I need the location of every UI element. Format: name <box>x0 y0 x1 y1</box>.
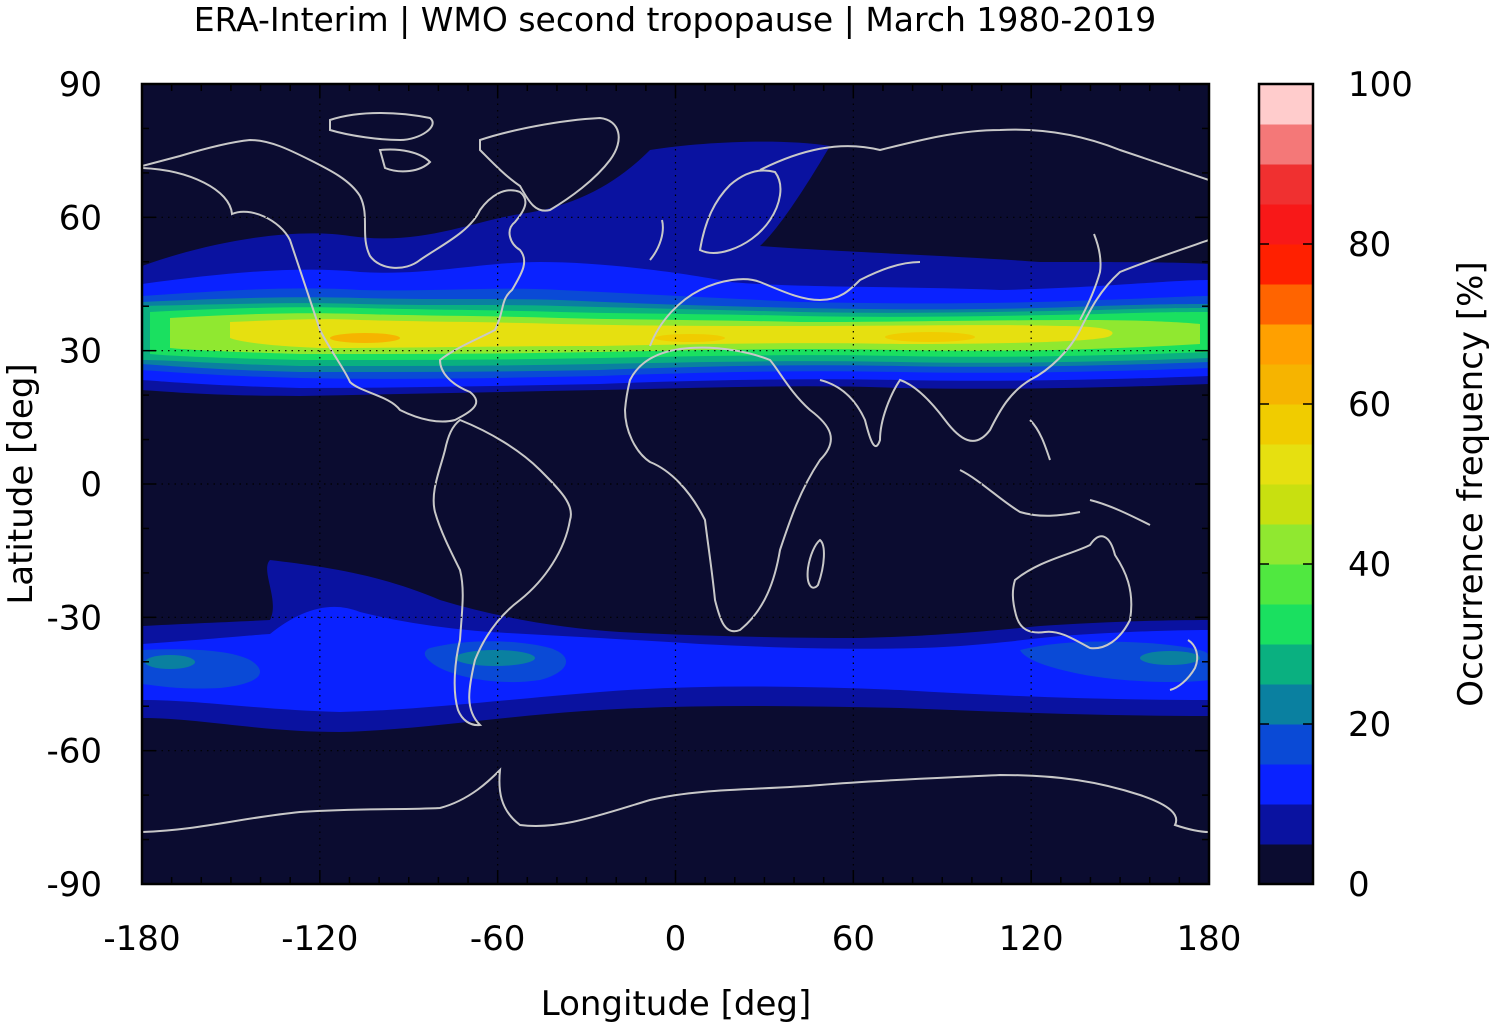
y-axis-label: Latitude [deg] <box>1 363 41 604</box>
x-tick-labels: -180 -120 -60 0 60 120 180 <box>103 919 1241 959</box>
sh-contour-20-b <box>455 650 535 666</box>
colorbar-segment <box>1259 764 1313 805</box>
y-tick-label: -60 <box>46 732 102 772</box>
colorbar-label: Occurrence frequency [%] <box>1451 261 1491 706</box>
colorbar-tick-label: 100 <box>1348 65 1413 105</box>
coast-new-zealand <box>1169 639 1199 691</box>
axis-ticks <box>141 83 1210 885</box>
colorbar-tick-label: 0 <box>1348 865 1370 905</box>
colorbar-segment <box>1259 404 1313 445</box>
y-tick-label: 0 <box>80 465 102 505</box>
x-tick-label: 0 <box>665 919 687 959</box>
coast-north-america <box>142 138 527 423</box>
sh-contour-10 <box>142 606 1209 712</box>
nh-contour-60-a <box>330 333 400 343</box>
colorbar-segment <box>1259 484 1313 525</box>
coast-madagascar <box>806 538 825 589</box>
coast-maritime-continent <box>959 419 1151 526</box>
x-tick-label: 120 <box>999 919 1064 959</box>
y-tick-label: 90 <box>59 65 102 105</box>
coast-arctic-islands <box>329 112 434 173</box>
colorbar-segment <box>1259 84 1313 125</box>
sh-contour-20-a <box>145 655 195 669</box>
colorbar-segment <box>1259 804 1313 845</box>
colorbar-segment <box>1259 204 1313 245</box>
colorbar-segment <box>1259 604 1313 645</box>
colorbar-tick-label: 20 <box>1348 705 1391 745</box>
y-tick-label: 30 <box>59 332 102 372</box>
nh-contour-60-b <box>885 332 975 342</box>
colorbar-segment <box>1259 324 1313 365</box>
colorbar-segment <box>1259 524 1313 565</box>
colorbar <box>1257 82 1315 886</box>
y-tick-label: 60 <box>59 198 102 238</box>
coast-africa-europe <box>623 261 921 633</box>
x-tick-label: 60 <box>832 919 875 959</box>
plot-area <box>140 82 1211 886</box>
y-tick-label: -90 <box>46 865 102 905</box>
coast-australia <box>1011 535 1133 650</box>
coast-asia <box>759 128 1209 448</box>
x-tick-label: 180 <box>1177 919 1242 959</box>
nh-contour-50 <box>230 319 1113 348</box>
coast-south-america <box>432 418 572 727</box>
sh-contour-20-c <box>1140 651 1200 665</box>
colorbar-segment <box>1259 284 1313 325</box>
colorbar-segment <box>1259 644 1313 685</box>
coast-scandinavia <box>649 169 782 261</box>
colorbar-segment <box>1259 844 1313 885</box>
colorbar-segment <box>1259 244 1313 285</box>
colorbar-segment <box>1259 564 1313 605</box>
colorbar-tick-label: 60 <box>1348 385 1391 425</box>
x-axis-label: Longitude [deg] <box>541 984 812 1024</box>
x-tick-label: -120 <box>281 919 358 959</box>
colorbar-tick-labels: 100 80 60 40 20 0 <box>1348 65 1413 905</box>
y-tick-label: -30 <box>46 598 102 638</box>
nh-contour-60-c <box>655 334 725 342</box>
x-tick-label: -60 <box>470 919 526 959</box>
colorbar-segment <box>1259 724 1313 765</box>
colorbar-segment <box>1259 124 1313 165</box>
y-tick-labels: 90 60 30 0 -30 -60 -90 <box>46 65 102 905</box>
coast-japan <box>1079 233 1102 321</box>
coastlines <box>142 112 1209 833</box>
colorbar-tick-label: 40 <box>1348 545 1391 585</box>
colorbar-tick-label: 80 <box>1348 225 1391 265</box>
coast-greenland <box>479 116 620 212</box>
coast-antarctica <box>142 767 1209 833</box>
colorbar-segment <box>1259 164 1313 205</box>
grid <box>142 84 1209 884</box>
colorbar-frame <box>1257 82 1315 886</box>
colorbar-segment <box>1259 364 1313 405</box>
colorbar-segment <box>1259 444 1313 485</box>
chart-title: ERA-Interim | WMO second tropopause | Ma… <box>194 0 1157 39</box>
colorbar-segment <box>1259 684 1313 725</box>
x-tick-label: -180 <box>103 919 180 959</box>
